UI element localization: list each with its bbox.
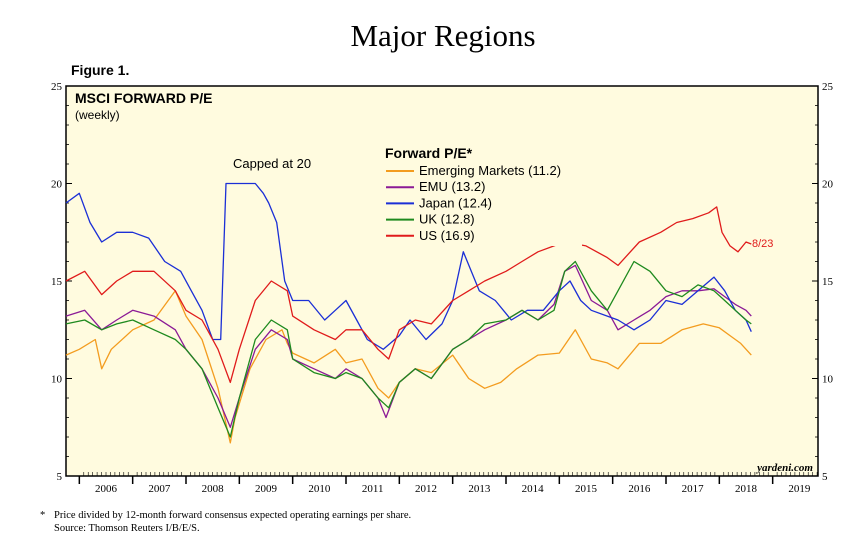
footnote-line-1: Price divided by 12-month forward consen…	[54, 510, 412, 521]
chart-subtitle: (weekly)	[75, 108, 120, 122]
x-tick-label: 2019	[788, 483, 811, 495]
x-tick-label: 2017	[682, 483, 705, 495]
y-axis-right: 5 10 15 20 25	[812, 81, 834, 483]
x-tick-label: 2010	[308, 483, 331, 495]
x-tick-label: 2015	[575, 483, 598, 495]
page-title: Major Regions	[350, 18, 536, 53]
y-tick-label-right: 20	[822, 179, 834, 191]
x-tick-label: 2008	[202, 483, 225, 495]
y-tick-label-left: 25	[51, 81, 63, 93]
legend-label: UK (12.8)	[419, 212, 475, 227]
forward-pe-chart: 5 10 15 20 25 5 10 15 20 25 2006 2007 2008 2009 2010…	[51, 81, 834, 495]
series-line	[65, 182, 752, 350]
footnote-line-2: Source: Thomson Reuters I/B/E/S.	[54, 523, 200, 534]
series-line	[65, 260, 752, 438]
last-date-label: 8/23	[752, 238, 773, 250]
capped-annotation: Capped at 20	[233, 156, 311, 171]
footnote-mark: *	[40, 510, 46, 521]
y-tick-label-left: 5	[57, 471, 63, 483]
legend-title: Forward P/E*	[385, 145, 473, 161]
series-line	[65, 206, 752, 384]
y-tick-label-left: 10	[51, 374, 63, 386]
x-tick-label: 2016	[628, 483, 651, 495]
x-tick-label: 2013	[468, 483, 491, 495]
y-tick-label-right: 15	[822, 276, 834, 288]
y-axis-left: 5 10 15 20 25	[51, 81, 72, 483]
series-lines	[65, 182, 752, 444]
x-tick-label: 2009	[255, 483, 278, 495]
x-tick-label: 2012	[415, 483, 437, 495]
legend-background	[380, 143, 582, 246]
y-tick-label-right: 10	[822, 374, 834, 386]
x-tick-label: 2007	[148, 483, 171, 495]
y-tick-label-left: 20	[51, 179, 63, 191]
legend-label: US (16.9)	[419, 228, 475, 243]
x-tick-label: 2014	[522, 483, 545, 495]
chart-title: MSCI FORWARD P/E	[75, 90, 212, 106]
legend-label: Japan (12.4)	[419, 195, 492, 210]
yardeni-watermark: yardeni.com	[755, 462, 813, 474]
legend: Emerging Markets (11.2)EMU (13.2)Japan (…	[386, 163, 561, 243]
legend-label: Emerging Markets (11.2)	[419, 163, 561, 178]
y-tick-label-right: 25	[822, 81, 834, 93]
y-tick-label-right: 5	[822, 471, 828, 483]
figure-label: Figure 1.	[71, 62, 130, 78]
x-axis: 2006 2007 2008 2009 2010 2011 2012 2013 2014 2015…	[78, 472, 818, 495]
footnote: * Price divided by 12-month forward conse…	[40, 509, 411, 535]
x-tick-label: 2011	[362, 483, 384, 495]
y-tick-label-left: 15	[51, 276, 63, 288]
series-line	[65, 290, 752, 444]
x-tick-label: 2018	[735, 483, 758, 495]
x-tick-label: 2006	[95, 483, 118, 495]
legend-label: EMU (13.2)	[419, 179, 485, 194]
